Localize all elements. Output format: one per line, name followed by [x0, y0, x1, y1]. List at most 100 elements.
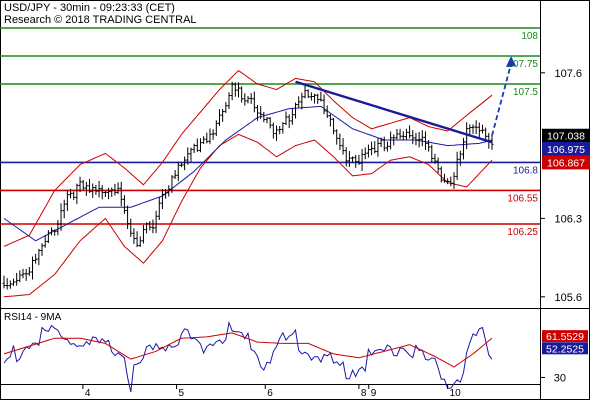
chart-title: USD/JPY - 30min - 09:23:33 (CET) — [4, 2, 175, 14]
candle — [119, 181, 123, 207]
candle — [107, 187, 111, 200]
candle — [262, 111, 266, 123]
rsi-badge-0: 61.5529 — [542, 330, 588, 343]
candle — [395, 128, 399, 140]
price-badge-label: 106.975 — [547, 144, 585, 156]
candle — [252, 91, 256, 113]
candle — [287, 114, 291, 129]
rsi-badge-label: 52.2525 — [546, 343, 584, 355]
candle — [167, 185, 171, 197]
candle — [268, 116, 272, 129]
candle — [151, 219, 155, 234]
candle — [208, 128, 212, 144]
candle — [420, 130, 424, 147]
candle — [436, 157, 440, 173]
candle — [113, 183, 117, 196]
price-badge-bg — [542, 155, 590, 170]
candle — [246, 96, 250, 104]
bollinger-lower — [3, 133, 493, 298]
candle — [382, 136, 386, 152]
candle — [227, 92, 231, 109]
target-arrow-line — [491, 63, 512, 136]
candle — [164, 188, 168, 199]
candle — [2, 275, 6, 289]
rsi-badge-label: 61.5529 — [546, 331, 584, 343]
candle — [376, 138, 380, 157]
time-label-1: 5 — [179, 388, 185, 399]
candle — [465, 122, 469, 150]
candle — [338, 133, 342, 151]
rsi-badge-1: 52.2525 — [542, 342, 588, 355]
price-tick-label-0: 105.6 — [554, 292, 582, 304]
candle — [221, 109, 225, 122]
candle — [363, 147, 367, 160]
candle — [303, 85, 307, 99]
candle — [477, 122, 481, 139]
candle — [455, 151, 459, 180]
candle — [236, 82, 240, 98]
candle — [183, 156, 187, 171]
candle — [94, 184, 98, 195]
candle — [294, 102, 298, 119]
candle — [249, 93, 253, 104]
candle — [15, 272, 19, 286]
candle — [154, 210, 158, 234]
candle — [205, 132, 209, 144]
candle — [192, 143, 196, 153]
candle — [275, 125, 279, 141]
candle — [217, 109, 221, 126]
target-arrow-head — [506, 56, 517, 67]
candles — [2, 81, 494, 290]
candle — [290, 108, 294, 125]
rsi-line — [3, 320, 493, 393]
moving-average-line — [3, 105, 493, 242]
candle — [56, 219, 60, 236]
rsi-ma-line — [3, 332, 493, 368]
candle — [423, 131, 427, 151]
chart-credit: Research © 2018 TRADING CENTRAL — [4, 14, 197, 26]
candle — [129, 218, 133, 237]
candle — [439, 166, 443, 183]
candle — [385, 141, 389, 152]
candle — [110, 187, 114, 197]
rsi-badge-bg — [542, 330, 588, 343]
price-badge-1: 106.975 — [542, 141, 590, 156]
candle — [211, 129, 215, 140]
candle — [347, 151, 351, 167]
candle — [88, 178, 92, 193]
level-label-0: 108 — [521, 31, 538, 42]
candle — [170, 175, 174, 194]
candle — [189, 147, 193, 162]
candle — [173, 170, 177, 180]
candle — [404, 128, 408, 140]
price-badge-2: 106.867 — [542, 155, 590, 170]
candle — [357, 154, 361, 165]
candle — [398, 128, 402, 140]
price-badge-0: 107.038 — [542, 128, 590, 143]
candle — [59, 203, 63, 231]
candle — [411, 130, 415, 145]
candle — [176, 161, 180, 182]
candle — [471, 124, 475, 134]
candle — [116, 182, 120, 195]
candle — [78, 176, 82, 193]
candle — [27, 267, 31, 276]
candle — [230, 81, 234, 101]
candle — [240, 86, 244, 103]
candle — [100, 185, 104, 200]
candle — [341, 138, 345, 155]
candle — [195, 138, 199, 152]
candle — [5, 278, 9, 290]
candle — [442, 173, 446, 183]
price-badge-bg — [542, 141, 590, 156]
candle — [480, 124, 484, 134]
candle — [265, 116, 269, 124]
candle — [452, 172, 456, 189]
candle — [37, 248, 41, 266]
candle — [122, 195, 126, 214]
candle — [46, 230, 50, 244]
time-label-4: 9 — [371, 388, 377, 399]
candle — [31, 256, 35, 280]
candle — [62, 199, 66, 219]
